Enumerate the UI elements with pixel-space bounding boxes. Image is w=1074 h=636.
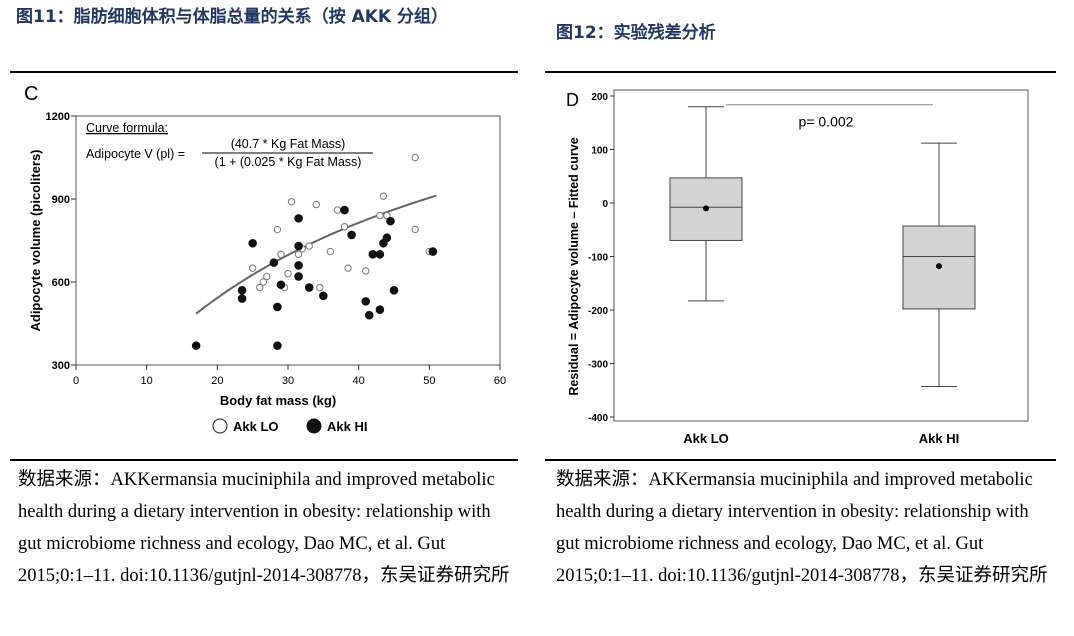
akk-hi-point: [304, 283, 314, 292]
legend-akk-lo-marker: [212, 418, 228, 434]
y-tick-label: 100: [591, 146, 608, 157]
y-axis-label: Residual = Adipocyte volume – Fitted cur…: [567, 137, 581, 395]
akk-hi-point: [428, 247, 438, 256]
akk-lo-point: [362, 267, 370, 275]
y-tick-label: 600: [52, 277, 70, 289]
akk-lo-point: [344, 264, 352, 272]
y-tick-label: -200: [588, 306, 608, 317]
akk-hi-point: [375, 250, 385, 259]
x-axis-label: Body fat mass (kg): [220, 393, 336, 408]
akk-hi-point: [294, 241, 303, 251]
akk-hi-point: [347, 230, 356, 240]
akk-hi-point: [191, 341, 201, 350]
akk-hi-point: [237, 286, 247, 295]
akk-lo-point: [287, 198, 296, 206]
akk-hi-point: [389, 286, 399, 295]
akk-hi-point: [368, 250, 378, 259]
x-tick-label: 50: [423, 375, 435, 387]
bottom-rule-left: [10, 459, 518, 461]
y-tick-label: -300: [588, 360, 608, 371]
y-tick-label: 0: [602, 199, 608, 210]
akk-lo-point: [259, 278, 267, 286]
x-tick-label: 60: [494, 375, 506, 387]
akk-hi-point: [319, 291, 328, 301]
y-tick-label: -100: [588, 253, 608, 264]
y-tick-label: 900: [52, 194, 70, 206]
p-value-annotation: p= 0.002: [799, 114, 854, 130]
y-tick-label: -400: [588, 413, 608, 424]
akk-lo-point: [379, 192, 388, 200]
fig12-source: 数据来源：AKKermansia muciniphila and improve…: [556, 470, 1048, 586]
legend-akk-lo-label: Akk LO: [233, 419, 279, 434]
panel-label: D: [566, 90, 579, 110]
akk-hi-category-label: Akk HI: [919, 431, 959, 446]
x-tick-label: 0: [73, 375, 79, 387]
plot-frame: [613, 89, 1029, 422]
akk-hi-point: [361, 297, 371, 306]
akk-hi-mean: [936, 263, 942, 270]
akk-lo-point: [326, 247, 335, 256]
top-rule-right: [545, 71, 1056, 73]
formula-lhs: Adipocyte V (pl) =: [86, 147, 185, 161]
akk-lo-point: [333, 206, 342, 214]
akk-hi-point: [294, 214, 303, 223]
fig11-title: 图11：脂肪细胞体积与体脂总量的关系（按 AKK 分组）: [16, 7, 448, 27]
akk-hi-point: [340, 205, 349, 215]
bottom-rule-right: [545, 459, 1056, 461]
akk-lo-point: [248, 264, 257, 272]
akk-hi-point: [375, 305, 385, 314]
akk-lo-point: [376, 211, 384, 220]
akk-lo-point: [273, 225, 282, 234]
top-rule-left: [10, 71, 518, 73]
fig12-title: 图12：实验残差分析: [556, 23, 716, 43]
box-chart: D 200 100 0 -100 -200 -300 -400 Residual = Adipo…: [566, 89, 1029, 446]
akk-lo-point: [294, 250, 303, 259]
akk-lo-mean: [703, 205, 709, 212]
akk-lo-category-label: Akk LO: [683, 431, 729, 446]
akk-hi-point: [294, 272, 303, 281]
x-tick-label: 40: [353, 375, 365, 387]
formula-numerator: (40.7 * Kg Fat Mass): [231, 137, 346, 151]
akk-hi-point: [273, 302, 282, 312]
akk-hi-point: [248, 238, 257, 248]
akk-hi-point: [276, 280, 286, 290]
legend-akk-hi-label: Akk HI: [327, 419, 367, 434]
akk-lo-point: [316, 283, 324, 292]
formula-title: Curve formula:: [86, 121, 168, 135]
akk-lo-point: [305, 242, 313, 250]
akk-hi-point: [364, 310, 374, 320]
fig11-source: 数据来源：AKKermansia muciniphila and improve…: [18, 470, 510, 586]
akk-lo-point: [411, 225, 419, 234]
panel-label: C: [24, 83, 38, 105]
y-axis-label: Adipocyte volume (picoliters): [28, 149, 43, 331]
akk-hi-point: [386, 216, 395, 226]
akk-lo-point: [263, 272, 271, 281]
akk-lo-point: [277, 250, 285, 259]
akk-hi-point: [237, 294, 247, 303]
scatter-chart: C 0 10 20 30 40 50 60 300 600 900 1200 Body fat mass…: [24, 83, 506, 434]
akk-hi-point: [382, 233, 392, 243]
y-tick-label: 300: [52, 360, 70, 372]
akk-lo-point: [411, 153, 419, 162]
formula-denominator: (1 + (0.025 * Kg Fat Mass): [215, 155, 362, 169]
y-tick-label: 1200: [46, 111, 70, 123]
akk-lo-point: [256, 283, 264, 292]
legend-akk-hi-marker: [306, 418, 322, 434]
x-tick-label: 30: [282, 375, 294, 387]
akk-lo-point: [284, 270, 292, 278]
akk-hi-point: [294, 261, 303, 270]
akk-hi-point: [269, 258, 279, 267]
akk-hi-point: [273, 341, 282, 350]
akk-lo-point: [340, 222, 349, 231]
x-tick-label: 20: [211, 375, 223, 387]
fitted-curve: [195, 194, 437, 315]
akk-lo-point: [312, 200, 320, 209]
y-tick-label: 200: [591, 92, 608, 103]
x-tick-label: 10: [141, 375, 153, 387]
